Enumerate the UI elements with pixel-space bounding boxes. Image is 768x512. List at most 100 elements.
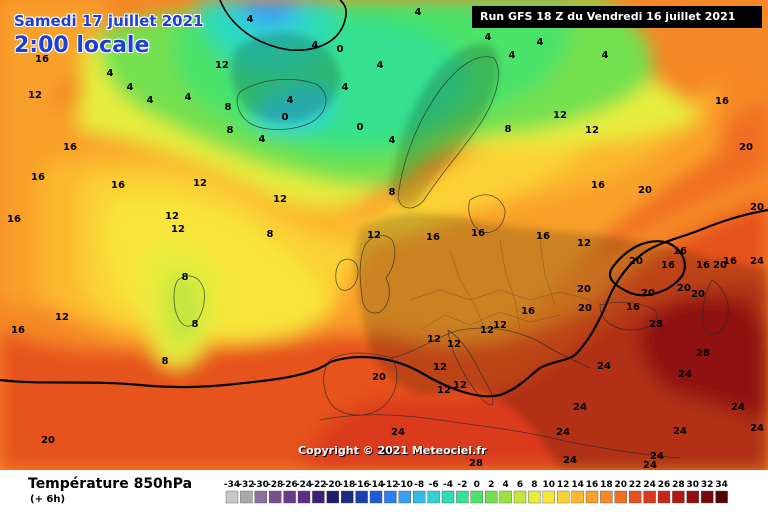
temperature-label: 12 [193, 178, 207, 189]
temperature-label: 4 [107, 68, 114, 79]
land-europe [355, 213, 768, 470]
temperature-label: 8 [505, 124, 512, 135]
temperature-label: 20 [677, 283, 691, 294]
legend-tick-label: -2 [457, 480, 467, 490]
parameter-title: Température 850hPa [28, 476, 193, 492]
isotherm-20-pocket [608, 240, 686, 297]
temperature-label: 8 [389, 187, 396, 198]
legend-swatch [499, 490, 512, 504]
run-info-banner: Run GFS 18 Z du Vendredi 16 juillet 2021 [472, 6, 762, 28]
land-greenland [230, 33, 340, 122]
temperature-label: 16 [715, 96, 729, 107]
temperature-label: 24 [597, 361, 611, 372]
temperature-label: 8 [227, 125, 234, 136]
legend-swatch [312, 490, 325, 504]
land-tint [230, 33, 768, 470]
temperature-label: 8 [192, 319, 199, 330]
coast-ireland [335, 258, 359, 291]
temperature-label: 4 [127, 82, 134, 93]
temperature-label: 8 [162, 356, 169, 367]
coast-italy [447, 329, 494, 406]
temperature-label: 4 [377, 60, 384, 71]
parameter-subtitle: (+ 6h) [30, 494, 66, 505]
temperature-label: 16 [426, 232, 440, 243]
temperature-labels: 16 12 16 16 16 16 12 4 4 4 4 12 4 4 0 4 4 0 4 0 4 4 4 8 8 4 4 4 4 8 12… [7, 7, 764, 470]
temperature-label: 16 [31, 172, 45, 183]
temperature-label: 4 [537, 37, 544, 48]
temperature-label: 0 [282, 112, 289, 123]
legend-tick-label: -14 [368, 480, 384, 490]
legend-swatch [297, 490, 311, 504]
temperature-label: 20 [713, 260, 727, 271]
temperature-label: 12 [367, 230, 381, 241]
forecast-time: 2:00 locale [14, 33, 150, 58]
temperature-label: 12 [493, 320, 507, 331]
legend-swatch [600, 490, 613, 504]
legend-tick-label: 24 [643, 480, 656, 490]
legend-tick-label: 12 [557, 480, 570, 490]
legend-tick-label: -24 [296, 480, 312, 490]
coast-med-north [391, 327, 591, 369]
temperature-label: 24 [750, 256, 764, 267]
temperature-label: 4 [389, 135, 396, 146]
temperature-map: 16 12 16 16 16 16 12 4 4 4 4 12 4 4 0 4 4 0 4 0 4 4 4 8 8 4 4 4 4 8 12… [0, 0, 768, 470]
temperature-label: 8 [182, 272, 189, 283]
coast-scandinavia [397, 56, 499, 209]
temperature-label: 24 [556, 427, 570, 438]
legend-swatch [585, 490, 599, 504]
temperature-label: 20 [641, 288, 655, 299]
temperature-label: 16 [536, 231, 550, 242]
legend-tick-label: -22 [310, 480, 326, 490]
legend-tick-label: -34 [224, 480, 240, 490]
temperature-label: 24 [643, 460, 657, 470]
temperature-label: 12 [447, 339, 461, 350]
copyright-notice: Copyright © 2021 Meteociel.fr [298, 444, 487, 457]
coast-north-africa [319, 414, 681, 459]
legend-tick-label: 22 [629, 480, 642, 490]
temperature-label: 12 [453, 380, 467, 391]
field-18-east [600, 100, 768, 260]
legend-swatch [686, 490, 699, 504]
border-lines-5 [539, 239, 556, 306]
field-west-orange [0, 0, 110, 130]
legend-swatch [629, 490, 642, 504]
border-lines-3 [449, 249, 486, 331]
coast-baltic [468, 194, 506, 233]
temperature-label: 4 [415, 7, 422, 18]
temperature-label: 24 [673, 426, 687, 437]
temperature-label: 16 [626, 302, 640, 313]
temperature-label: 16 [723, 256, 737, 267]
legend-swatch [269, 490, 282, 504]
isotherm-20-west [0, 361, 331, 389]
temperature-label: 20 [377, 447, 391, 458]
temperature-label: 24 [750, 423, 764, 434]
legend-swatch [571, 490, 584, 504]
temperature-label: 16 [471, 228, 485, 239]
temperature-label: 28 [469, 458, 483, 469]
isotherm-20-east [574, 208, 768, 356]
legend-swatch [513, 490, 527, 504]
temperature-label: 16 [661, 260, 675, 271]
legend-swatch [456, 490, 469, 504]
temperature-label: 20 [691, 289, 705, 300]
legend-swatch [441, 490, 455, 504]
temperature-label: 24 [573, 402, 587, 413]
temperature-label: 24 [563, 455, 577, 466]
legend-swatch [427, 490, 440, 504]
legend-tick-label: 18 [600, 480, 613, 490]
temperature-label: 24 [391, 427, 405, 438]
legend-swatch [542, 490, 555, 504]
country-borders [409, 239, 591, 331]
legend-tick-label: -16 [353, 480, 369, 490]
legend-tick-label: -6 [429, 480, 439, 490]
temperature-label: 16 [111, 180, 125, 191]
temperature-label: 4 [185, 92, 192, 103]
temperature-label: 4 [342, 82, 349, 93]
temperature-label: 28 [696, 348, 710, 359]
temperature-label: 4 [287, 95, 294, 106]
temperature-label: 0 [337, 44, 344, 55]
legend-tick-label: -18 [339, 480, 355, 490]
temperature-label: 12 [433, 362, 447, 373]
temperature-label: 4 [247, 14, 254, 25]
legend-tick-label: -20 [325, 480, 341, 490]
